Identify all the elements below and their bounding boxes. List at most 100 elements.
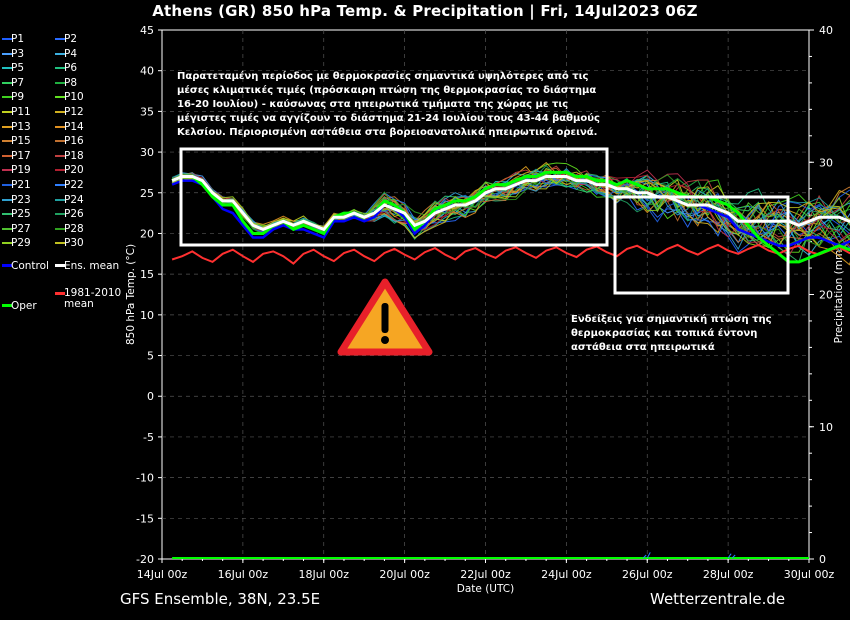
x-tick-label: 28Jul 00z [703, 568, 754, 581]
legend-label: P18 [64, 149, 84, 162]
legend-swatch [55, 264, 65, 267]
legend-swatch [2, 304, 12, 307]
legend-label: P12 [64, 106, 84, 118]
x-tick-label: 14Jul 00z [137, 568, 188, 581]
precip-mark [731, 554, 736, 559]
x-tick-label: 30Jul 00z [784, 568, 835, 581]
legend-swatch [55, 96, 65, 99]
legend-swatch [2, 242, 12, 245]
legend-swatch [55, 67, 65, 70]
x-tick-label: 22Jul 00z [460, 568, 511, 581]
legend-swatch [2, 140, 12, 143]
legend-label: P1 [11, 33, 25, 45]
legend-swatch [2, 38, 12, 40]
y2-tick-label: 30 [819, 156, 833, 169]
y-tick-label: 40 [140, 65, 154, 78]
legend-swatch [55, 227, 65, 230]
legend-swatch [55, 292, 65, 295]
legend-swatch [55, 169, 65, 172]
legend-swatch [55, 140, 65, 143]
warning-exclamation-bar [381, 303, 389, 333]
legend-label: P20 [64, 164, 84, 177]
legend-swatch [2, 125, 12, 128]
legend-label: P13 [11, 120, 31, 133]
legend-label: P15 [11, 135, 31, 148]
legend-label: P5 [11, 62, 25, 75]
legend-label: P7 [11, 76, 25, 89]
y-tick-label: -10 [136, 472, 154, 485]
legend-swatch [55, 52, 65, 55]
precip-mark [727, 553, 732, 559]
legend-label: P2 [64, 33, 78, 45]
x-tick-label: 18Jul 00z [298, 568, 349, 581]
legend-swatch [55, 125, 65, 128]
legend-swatch [55, 198, 65, 201]
x-axis-label: Date (UTC) [457, 583, 514, 595]
legend-swatch [55, 213, 65, 216]
y-tick-label: 20 [140, 227, 154, 240]
y-tick-label: 45 [140, 24, 154, 37]
legend-label: P11 [11, 106, 31, 118]
legend-label: 1981-2010 mean [64, 287, 122, 310]
x-tick-label: 16Jul 00z [218, 568, 269, 581]
legend-label: P9 [11, 91, 25, 104]
legend-label: P3 [11, 47, 25, 60]
y-tick-label: -5 [143, 431, 154, 444]
legend-swatch [2, 81, 12, 84]
legend-swatch [2, 67, 12, 70]
legend-label: P17 [11, 149, 31, 162]
legend-label: P24 [64, 193, 84, 206]
annotation-temperature-drop: Ενδείξεις για σημαντική πτώση της θερμοκ… [571, 314, 772, 353]
annotation-heatwave: Παρατεταμένη περίοδος με θερμοκρασίες ση… [177, 71, 600, 138]
y-axis-label: 850 hPa Temp. (°C) [125, 244, 137, 345]
legend-label: P28 [64, 222, 84, 235]
legend-label: P23 [11, 193, 31, 206]
legend-swatch [2, 198, 12, 201]
chart-title: Athens (GR) 850 hPa Temp. & Precipitatio… [152, 2, 698, 20]
highlight-box-heatwave [179, 147, 609, 247]
legend-swatch [2, 169, 12, 172]
legend-swatch [55, 184, 65, 186]
legend-swatch [2, 264, 12, 267]
legend-label: P6 [64, 62, 78, 75]
legend-label: P29 [11, 237, 31, 250]
y-tick-label: 25 [140, 187, 154, 200]
legend-swatch [2, 52, 12, 55]
legend-swatch [2, 184, 12, 186]
legend-label: P4 [64, 47, 78, 60]
legend-swatch [55, 38, 65, 40]
y-tick-label: 15 [140, 268, 154, 281]
legend-swatch [55, 242, 65, 245]
legend-swatch [55, 154, 65, 157]
legend-label: P8 [64, 76, 78, 89]
legend-label: P25 [11, 208, 31, 221]
legend-label: Control [11, 260, 49, 272]
precip-mark [646, 552, 651, 559]
legend-swatch [2, 227, 12, 230]
y-tick-label: -15 [136, 512, 154, 525]
legend-label: P19 [11, 164, 31, 177]
legend-swatch [2, 154, 12, 157]
legend-swatch [2, 111, 12, 113]
y-tick-label: 5 [147, 350, 154, 363]
legend-label: P26 [64, 208, 84, 221]
x-tick-label: 26Jul 00z [622, 568, 673, 581]
y2-tick-label: 10 [819, 421, 833, 434]
x-tick-label: 24Jul 00z [541, 568, 592, 581]
legend-swatch [55, 111, 65, 113]
highlight-box-drop [613, 195, 790, 295]
y2-tick-label: 0 [819, 553, 826, 566]
source-site: Wetterzentrale.de [650, 590, 786, 608]
y2-axis-label: Precipitation (mm) [833, 246, 845, 344]
warning-exclamation-dot [381, 336, 389, 344]
legend-label: P16 [64, 135, 84, 148]
y2-tick-label: 40 [819, 24, 833, 37]
legend-label: P21 [11, 179, 31, 191]
y2-tick-label: 20 [819, 289, 833, 302]
legend-label: P22 [64, 179, 84, 191]
legend-label: Ens. mean [64, 260, 120, 272]
legend-label: P14 [64, 120, 84, 133]
legend-label: P30 [64, 237, 84, 250]
legend-swatch [2, 96, 12, 99]
